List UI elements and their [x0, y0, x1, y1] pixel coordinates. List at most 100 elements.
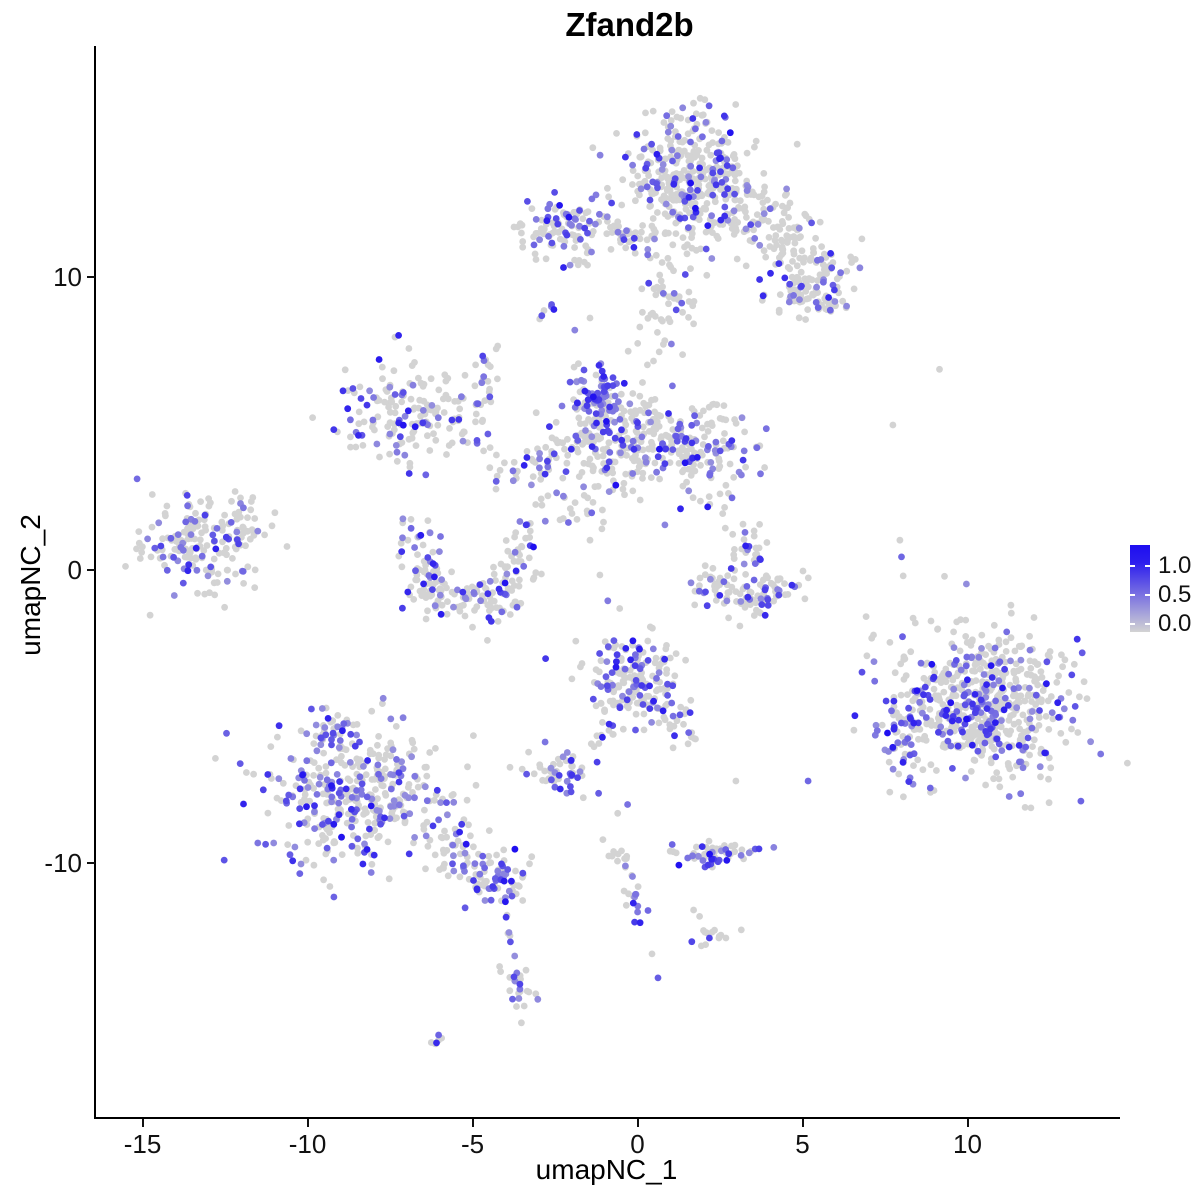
point — [691, 412, 698, 420]
point — [517, 975, 524, 983]
point — [563, 459, 571, 467]
legend: 1.0 0.5 0.0 — [1128, 540, 1200, 640]
point — [353, 787, 360, 794]
point — [435, 816, 442, 824]
point — [723, 162, 731, 170]
point — [648, 950, 656, 958]
point — [603, 418, 610, 425]
point — [363, 846, 371, 853]
point — [505, 585, 513, 592]
point — [421, 783, 429, 791]
point — [990, 621, 998, 629]
point — [658, 259, 666, 266]
point — [696, 913, 703, 920]
point — [520, 462, 528, 469]
point — [237, 494, 244, 502]
point — [228, 497, 235, 505]
point — [221, 511, 229, 519]
point — [946, 729, 954, 736]
point — [784, 204, 791, 212]
point — [632, 677, 640, 684]
point — [634, 908, 641, 916]
point — [525, 554, 533, 562]
point — [581, 387, 589, 395]
point — [638, 228, 645, 236]
legend-bar-tick — [1145, 594, 1150, 597]
point — [443, 451, 450, 458]
point — [686, 709, 694, 716]
point — [476, 581, 484, 588]
point — [284, 841, 292, 848]
point — [651, 235, 658, 243]
point — [1016, 758, 1023, 766]
point — [851, 712, 859, 720]
point — [725, 614, 732, 622]
point — [850, 285, 858, 293]
point — [370, 394, 377, 401]
point — [581, 224, 589, 232]
point — [484, 590, 492, 598]
point — [526, 534, 534, 541]
point — [652, 291, 660, 299]
point — [346, 777, 354, 784]
point — [905, 778, 913, 785]
point — [321, 724, 329, 731]
point — [616, 670, 623, 677]
x-tick-mark — [966, 1119, 969, 1127]
point — [685, 173, 692, 181]
point — [964, 676, 971, 684]
point — [604, 597, 612, 605]
point — [493, 472, 501, 480]
point — [696, 164, 703, 172]
point — [933, 767, 940, 774]
point — [1000, 706, 1008, 714]
point — [669, 426, 677, 433]
point — [591, 483, 599, 491]
point — [597, 683, 605, 690]
point — [629, 161, 636, 169]
point — [963, 580, 970, 588]
point — [358, 780, 366, 788]
point — [688, 938, 696, 946]
point — [347, 416, 354, 424]
point — [1074, 729, 1082, 736]
point — [655, 669, 663, 676]
point — [689, 115, 697, 122]
point — [605, 458, 613, 466]
point — [270, 839, 278, 847]
point — [750, 576, 758, 584]
point — [659, 440, 666, 448]
point — [415, 374, 422, 382]
point — [992, 697, 999, 705]
point — [538, 570, 545, 578]
point — [310, 772, 317, 779]
point — [1030, 614, 1038, 621]
point — [219, 523, 226, 531]
point — [182, 518, 190, 526]
point — [609, 681, 616, 689]
point — [191, 518, 199, 525]
point — [669, 157, 676, 165]
point — [532, 501, 540, 508]
point — [482, 584, 489, 592]
point — [1047, 693, 1055, 700]
point — [348, 823, 355, 831]
point — [907, 741, 915, 748]
point — [623, 852, 631, 860]
point — [544, 463, 552, 471]
point — [679, 104, 687, 112]
point — [742, 463, 749, 471]
point — [1045, 799, 1053, 807]
point — [1035, 722, 1043, 729]
point — [978, 631, 986, 639]
point — [781, 274, 789, 282]
point — [567, 788, 575, 796]
point — [435, 1031, 442, 1039]
point — [461, 904, 469, 912]
point — [637, 674, 645, 681]
point — [716, 462, 724, 470]
point — [1027, 665, 1035, 672]
legend-tick-label: 1.0 — [1158, 551, 1192, 579]
point — [941, 744, 949, 751]
point — [316, 773, 324, 781]
